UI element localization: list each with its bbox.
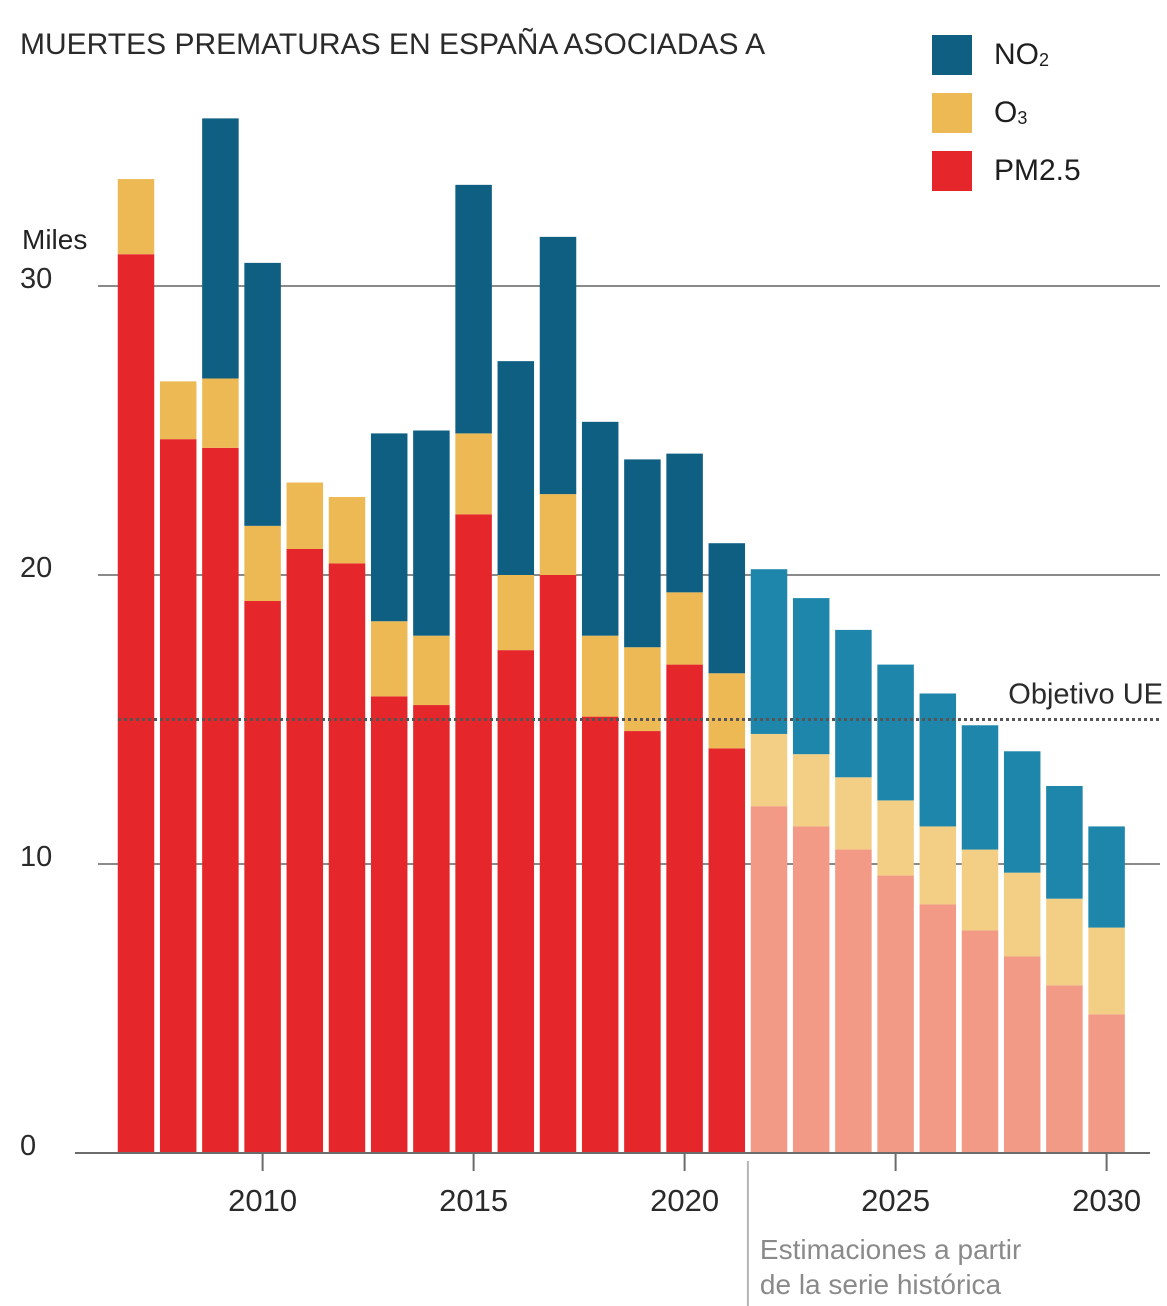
chart-title: MUERTES PREMATURAS EN ESPAÑA ASOCIADAS A (20, 28, 766, 61)
bar-o3 (750, 733, 788, 807)
x-tick-label: 2010 (228, 1183, 297, 1218)
bar-o3 (1088, 927, 1125, 1015)
bar-no2 (708, 543, 746, 674)
bar-o3 (117, 179, 155, 255)
bar-o3 (413, 635, 450, 706)
bar-o3 (328, 496, 366, 564)
y-tick-label: 0 (20, 1130, 36, 1162)
bar-no2 (202, 118, 239, 379)
bar-pm25 (708, 748, 746, 1153)
bar-pm25 (159, 439, 197, 1153)
bar-pm25 (202, 447, 239, 1154)
bar-no2 (624, 459, 661, 648)
bar-no2 (413, 430, 450, 636)
bar-no2 (750, 569, 788, 734)
bar-o3 (624, 647, 661, 732)
bar-no2 (792, 598, 830, 755)
bar-no2 (497, 361, 535, 575)
bar-pm25 (1088, 1014, 1125, 1153)
bar-o3 (286, 482, 324, 549)
bar-o3 (666, 592, 703, 665)
bar-no2 (1003, 751, 1041, 873)
legend-swatch-o3 (932, 93, 972, 133)
bar-pm25 (497, 650, 535, 1153)
x-tick-label: 2015 (439, 1183, 508, 1218)
bar-pm25 (750, 806, 788, 1153)
x-tick-label: 2025 (861, 1183, 930, 1218)
bar-pm25 (961, 930, 999, 1153)
bar-pm25 (413, 705, 450, 1153)
bar-o3 (455, 433, 492, 515)
legend-swatch-pm25 (932, 151, 972, 191)
bar-o3 (919, 826, 957, 905)
x-tick-label: 2020 (650, 1183, 719, 1218)
legend-swatch-no2 (932, 35, 972, 75)
bar-no2 (539, 236, 577, 495)
legend-item-pm25: PM2.5 (932, 142, 1081, 200)
x-tick-label: 2030 (1072, 1183, 1141, 1218)
bar-no2 (835, 629, 872, 778)
bar-o3 (244, 525, 281, 602)
bar-o3 (581, 635, 619, 717)
estimate-note-line: de la serie histórica (760, 1269, 1002, 1300)
bar-o3 (1003, 872, 1041, 957)
bar-no2 (581, 421, 619, 636)
bar-pm25 (1003, 956, 1041, 1153)
legend-label-pm25: PM2.5 (994, 154, 1081, 187)
legend-item-o3: O3 (932, 84, 1081, 142)
bar-o3 (708, 673, 746, 749)
bar-o3 (792, 754, 830, 827)
bar-pm25 (244, 601, 281, 1153)
bar-pm25 (328, 563, 366, 1153)
bar-pm25 (539, 575, 577, 1153)
bar-no2 (919, 693, 957, 827)
bar-pm25 (624, 731, 661, 1153)
bar-o3 (835, 777, 872, 850)
bar-o3 (1046, 898, 1083, 986)
bar-no2 (370, 433, 408, 622)
bar-o3 (370, 621, 408, 697)
y-unit-label: Miles (22, 224, 88, 255)
bar-pm25 (835, 849, 872, 1153)
bar-o3 (497, 575, 535, 651)
bar-pm25 (581, 716, 619, 1153)
bar-pm25 (455, 514, 492, 1153)
legend-label-o3: O3 (994, 96, 1028, 129)
bar-o3 (539, 494, 577, 575)
bar-pm25 (286, 548, 324, 1153)
estimate-note-line: Estimaciones a partir (760, 1234, 1021, 1265)
bar-no2 (666, 453, 703, 593)
bar-pm25 (666, 664, 703, 1153)
bar-o3 (159, 381, 197, 440)
bar-pm25 (117, 254, 155, 1153)
bar-pm25 (919, 904, 957, 1153)
bar-o3 (202, 378, 239, 448)
bar-pm25 (792, 826, 830, 1153)
bar-pm25 (877, 875, 914, 1153)
bar-o3 (961, 849, 999, 931)
bar-no2 (1046, 785, 1083, 899)
bar-o3 (877, 800, 914, 876)
bar-no2 (244, 262, 281, 526)
bar-pm25 (1046, 985, 1083, 1153)
bar-pm25 (370, 696, 408, 1153)
y-tick-label: 20 (20, 552, 52, 584)
legend-label-no2: NO2 (994, 38, 1050, 71)
legend-item-no2: NO2 (932, 26, 1081, 84)
bar-no2 (1088, 826, 1125, 928)
y-tick-label: 10 (20, 841, 52, 873)
legend: NO2 O3 PM2.5 (932, 26, 1081, 200)
bar-no2 (877, 664, 914, 801)
bar-no2 (961, 725, 999, 850)
bar-no2 (455, 184, 492, 434)
target-label: Objetivo UE (1008, 679, 1163, 711)
y-tick-label: 30 (20, 263, 52, 295)
